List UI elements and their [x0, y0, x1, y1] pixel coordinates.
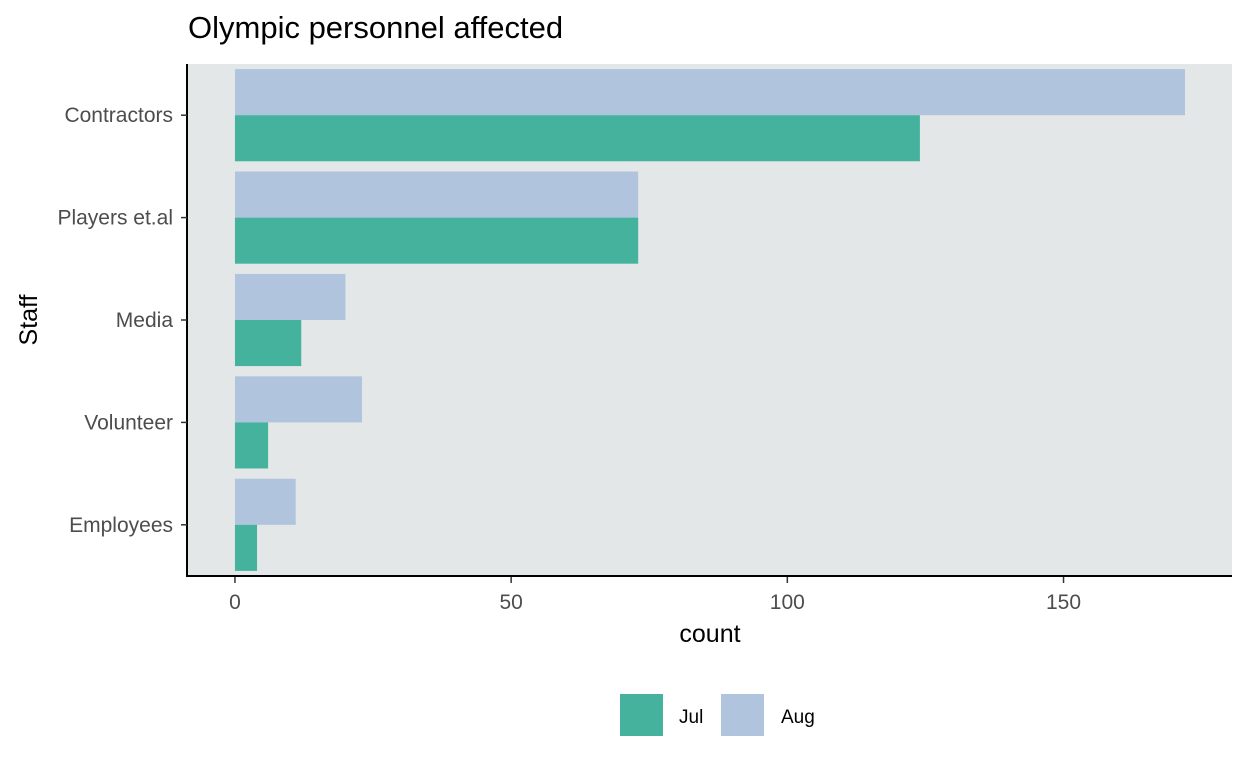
bar-volunteer-aug	[234, 376, 362, 423]
x-axis-title: count	[679, 620, 740, 648]
bar-contractors-jul	[234, 115, 920, 162]
y-tick-label: Employees	[69, 514, 173, 537]
x-tick-label: 0	[229, 591, 241, 614]
bars-group	[234, 69, 1186, 571]
y-axis-title: Staff	[15, 294, 43, 345]
legend: Jul Aug	[620, 694, 815, 736]
bar-media-aug	[234, 273, 346, 320]
legend-key-aug	[721, 694, 764, 736]
x-tick-label: 100	[770, 591, 805, 614]
bar-employees-aug	[234, 478, 296, 525]
legend-label-aug: Aug	[781, 707, 815, 728]
y-tick-label: Contractors	[64, 104, 173, 127]
bar-contractors-aug	[234, 69, 1186, 116]
y-tick-label: Players et.al	[57, 207, 173, 230]
x-tick-label: 150	[1046, 591, 1081, 614]
bar-media-jul	[234, 320, 302, 367]
bar-volunteer-jul	[234, 422, 269, 469]
bar-employees-jul	[234, 524, 258, 571]
bar-players-et-al-jul	[234, 217, 639, 264]
y-tick-label: Media	[116, 309, 174, 332]
legend-key-jul	[620, 694, 663, 736]
y-tick-label: Volunteer	[84, 411, 173, 434]
bar-players-et-al-aug	[234, 171, 639, 218]
x-tick-label: 50	[499, 591, 522, 614]
chart-title: Olympic personnel affected	[188, 10, 564, 45]
x-axis-ticks: 0 50 100 150	[229, 577, 1081, 614]
legend-label-jul: Jul	[679, 707, 703, 728]
y-axis-ticks: Contractors Players et.al Media Volunteer Em…	[57, 104, 187, 537]
